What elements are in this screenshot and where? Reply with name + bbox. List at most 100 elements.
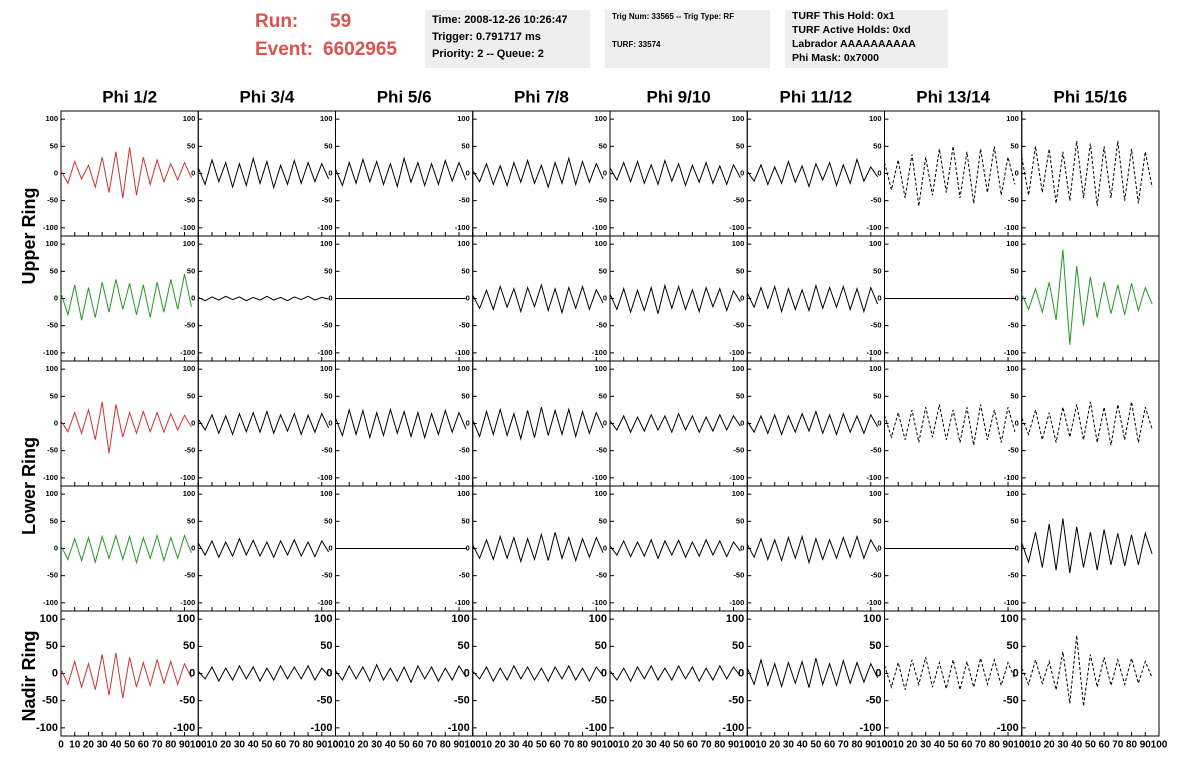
y-tick-label: -50 <box>317 695 333 707</box>
waveform <box>197 156 330 190</box>
x-tick-label: 10 <box>1030 740 1042 751</box>
x-tick-label: 60 <box>138 740 150 751</box>
y-tick-label: -100 <box>859 722 881 734</box>
y-tick-label: -100 <box>866 473 881 482</box>
y-tick-label: 0 <box>738 667 744 679</box>
y-tick-label: -100 <box>36 722 58 734</box>
column-header: Phi 1/2 <box>102 87 157 106</box>
y-tick-label: 50 <box>599 516 607 525</box>
y-tick-label: 100 <box>732 239 745 248</box>
x-tick-label: 100 <box>1151 740 1168 751</box>
y-tick-label: 0 <box>191 168 195 177</box>
waveform <box>609 664 741 683</box>
x-tick-label: 60 <box>687 740 699 751</box>
y-tick-label: 0 <box>466 543 470 552</box>
y-tick-label: -50 <box>866 695 882 707</box>
y-tick-label: -50 <box>459 446 470 455</box>
y-tick-label: 100 <box>869 114 882 123</box>
y-tick-label: -50 <box>184 196 195 205</box>
waveform <box>1021 518 1153 574</box>
x-tick-label: 10 <box>893 740 905 751</box>
x-tick-label: 90 <box>179 740 191 751</box>
x-tick-label: 50 <box>124 740 136 751</box>
waveform <box>472 407 604 441</box>
waveform <box>1021 140 1153 207</box>
y-tick-label: 100 <box>726 613 744 625</box>
y-tick-label: 50 <box>599 266 607 275</box>
x-tick-label: 10 <box>481 740 493 751</box>
y-tick-label: 50 <box>324 141 332 150</box>
waveform <box>746 283 879 314</box>
x-tick-label: 20 <box>357 740 369 751</box>
x-tick-label: 30 <box>508 740 520 751</box>
waveform <box>60 652 192 699</box>
row-label: Nadir Ring <box>19 630 39 721</box>
y-tick-label: -50 <box>42 695 58 707</box>
y-tick-label: -50 <box>179 695 195 707</box>
x-tick-label: 10 <box>344 740 356 751</box>
x-tick-label: 40 <box>659 740 671 751</box>
y-tick-label: 50 <box>595 640 607 652</box>
y-tick-label: -100 <box>729 348 744 357</box>
y-tick-label: 0 <box>603 293 607 302</box>
waveform <box>335 156 467 189</box>
y-tick-label: 0 <box>1015 293 1019 302</box>
waveform <box>746 157 879 189</box>
x-tick-label: 40 <box>934 740 946 751</box>
y-tick-label: 0 <box>54 543 58 552</box>
y-tick-label: 0 <box>54 168 58 177</box>
x-tick-label: 70 <box>563 740 575 751</box>
waveform <box>884 657 1016 690</box>
y-tick-label: -100 <box>592 223 607 232</box>
x-tick-label: 70 <box>975 740 987 751</box>
x-tick-label: 20 <box>1044 740 1056 751</box>
x-tick-label: 100 <box>464 740 481 751</box>
y-tick-label: 0 <box>603 418 607 427</box>
y-tick-label: 0 <box>603 168 607 177</box>
y-tick-label: 100 <box>594 489 607 498</box>
y-tick-label: -50 <box>47 321 58 330</box>
y-tick-label: 50 <box>50 141 58 150</box>
y-tick-label: 50 <box>1010 266 1018 275</box>
y-tick-label: -50 <box>459 321 470 330</box>
y-tick-label: -50 <box>591 695 607 707</box>
x-tick-label: 80 <box>1126 740 1138 751</box>
y-tick-label: -50 <box>322 196 333 205</box>
y-tick-label: -100 <box>317 598 332 607</box>
y-tick-label: 0 <box>464 667 470 679</box>
x-tick-label: 0 <box>333 740 339 751</box>
x-tick-label: 40 <box>248 740 260 751</box>
y-tick-label: -50 <box>1003 695 1019 707</box>
x-tick-label: 100 <box>602 740 619 751</box>
y-tick-label: -50 <box>1008 571 1019 580</box>
y-tick-label: -100 <box>180 348 195 357</box>
y-tick-label: -100 <box>1004 598 1019 607</box>
x-tick-label: 0 <box>58 740 64 751</box>
y-tick-label: 0 <box>877 543 881 552</box>
y-tick-label: -100 <box>866 223 881 232</box>
y-tick-label: 0 <box>1013 667 1019 679</box>
y-tick-label: 50 <box>187 266 195 275</box>
x-tick-label: 10 <box>69 740 81 751</box>
y-tick-label: -50 <box>596 321 607 330</box>
x-tick-label: 30 <box>646 740 658 751</box>
y-tick-label: 50 <box>736 391 744 400</box>
y-tick-label: -50 <box>596 446 607 455</box>
info-box <box>425 10 590 68</box>
row-label: Lower Ring <box>19 437 39 535</box>
y-tick-label: 50 <box>1010 516 1018 525</box>
y-tick-label: -100 <box>866 598 881 607</box>
x-tick-label: 100 <box>1013 740 1030 751</box>
x-tick-label: 0 <box>470 740 476 751</box>
y-tick-label: -100 <box>43 223 58 232</box>
x-tick-label: 90 <box>591 740 603 751</box>
y-tick-label: 50 <box>599 391 607 400</box>
y-tick-label: 100 <box>732 114 745 123</box>
column-header: Phi 7/8 <box>514 87 569 106</box>
y-tick-label: 50 <box>599 141 607 150</box>
y-tick-label: 100 <box>869 489 882 498</box>
y-tick-label: 0 <box>877 418 881 427</box>
y-tick-label: 100 <box>732 489 745 498</box>
y-tick-label: 0 <box>466 418 470 427</box>
x-tick-label: 80 <box>302 740 314 751</box>
